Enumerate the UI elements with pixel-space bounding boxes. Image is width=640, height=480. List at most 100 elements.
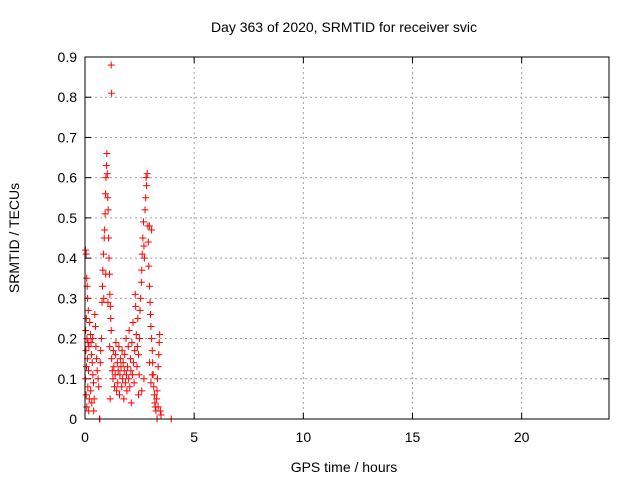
data-point (143, 182, 151, 190)
data-point (106, 343, 114, 351)
data-point (94, 375, 102, 383)
data-point (107, 314, 115, 322)
data-point (101, 210, 109, 218)
data-point (90, 379, 98, 387)
plot-frame (84, 56, 610, 420)
data-point (108, 355, 116, 363)
data-point (99, 266, 107, 274)
data-point (104, 194, 112, 202)
y-axis-title: SRMTID / TECUs (6, 183, 22, 293)
data-point (147, 379, 155, 387)
data-point (82, 327, 90, 335)
data-point (116, 355, 124, 363)
data-point (91, 310, 99, 318)
data-point (83, 403, 91, 411)
data-point (117, 363, 125, 371)
data-point (113, 359, 121, 367)
data-point (109, 375, 117, 383)
grid-lines (85, 57, 609, 419)
data-point (102, 162, 110, 170)
data-point (132, 331, 140, 339)
data-point (141, 206, 149, 214)
x-tick-label: 5 (190, 429, 198, 445)
axis-ticks: 0 0.1 0.2 0.3 0.4 0.5 0.6 0.7 0.8 0.9 0 5 10 15 20 (58, 49, 609, 445)
data-point (121, 351, 129, 359)
data-point (136, 335, 144, 343)
data-point (134, 391, 142, 399)
data-point (87, 387, 95, 395)
data-point (127, 399, 135, 407)
data-point (138, 387, 146, 395)
data-point (106, 290, 114, 298)
data-point (83, 363, 91, 371)
data-point (88, 359, 96, 367)
data-point (86, 331, 94, 339)
data-point (156, 407, 164, 415)
data-point (82, 250, 90, 258)
data-point (122, 335, 130, 343)
y-tick-label: 0.4 (58, 250, 78, 266)
data-point (104, 206, 112, 214)
data-point (100, 294, 108, 302)
data-point (145, 262, 153, 270)
data-point (89, 335, 97, 343)
x-tick-label: 15 (405, 429, 421, 445)
data-point (133, 363, 141, 371)
data-point (108, 89, 116, 97)
data-point (156, 331, 164, 339)
data-point (93, 367, 101, 375)
data-point (157, 411, 165, 419)
data-point (95, 383, 103, 391)
data-point (131, 347, 139, 355)
data-point (112, 351, 120, 359)
data-points (81, 61, 175, 423)
data-point (138, 266, 146, 274)
data-point (102, 174, 110, 182)
data-point (93, 355, 101, 363)
data-point (82, 314, 90, 322)
data-point (101, 226, 109, 234)
data-point (90, 395, 98, 403)
data-point (104, 298, 112, 306)
data-point (114, 379, 122, 387)
data-point (143, 170, 151, 178)
data-point (92, 343, 100, 351)
data-point (100, 250, 108, 258)
data-point (136, 306, 144, 314)
data-point (129, 318, 137, 326)
chart-title: Day 363 of 2020, SRMTID for receiver svi… (211, 19, 477, 35)
data-point (142, 194, 150, 202)
data-point (148, 371, 156, 379)
data-point (109, 347, 117, 355)
data-point (154, 403, 162, 411)
x-tick-label: 10 (296, 429, 312, 445)
data-point (137, 278, 145, 286)
data-point (90, 407, 98, 415)
data-point (148, 226, 156, 234)
data-point (114, 367, 122, 375)
data-point (106, 302, 114, 310)
data-point (107, 327, 115, 335)
data-point (119, 375, 127, 383)
data-point (148, 347, 156, 355)
y-tick-label: 0.5 (58, 210, 78, 226)
x-tick-label: 20 (514, 429, 530, 445)
data-point (147, 322, 155, 330)
data-point (137, 294, 145, 302)
data-point (146, 298, 154, 306)
data-point (113, 387, 121, 395)
data-point (140, 218, 148, 226)
data-point (84, 367, 92, 375)
data-point (148, 335, 156, 343)
data-point (133, 343, 141, 351)
data-point (110, 383, 118, 391)
data-point (84, 306, 92, 314)
data-point (154, 363, 162, 371)
data-point (97, 347, 105, 355)
data-point (127, 367, 135, 375)
y-tick-label: 0.3 (58, 290, 78, 306)
data-point (124, 343, 132, 351)
data-point (107, 61, 115, 69)
